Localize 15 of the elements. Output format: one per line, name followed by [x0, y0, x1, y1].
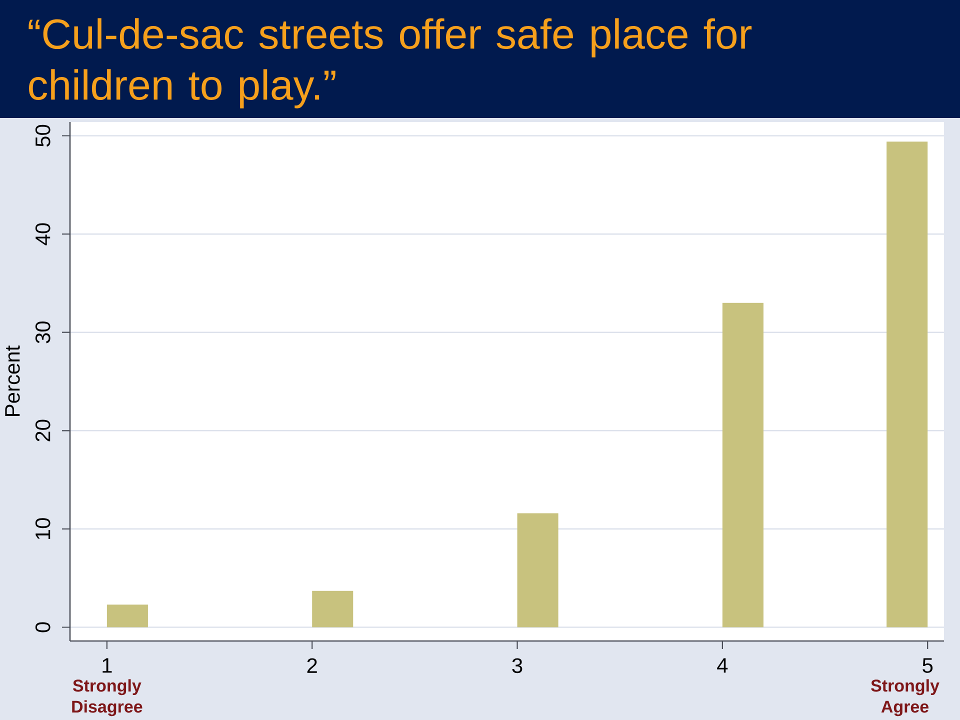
x-tick-label: 1	[102, 658, 112, 673]
x-tick-label: 3	[512, 658, 522, 674]
x-tick-label: 2	[307, 658, 317, 673]
y-tick-label: 0	[35, 622, 50, 632]
y-tick-label: 30	[35, 321, 50, 344]
text: Strongly Agree	[871, 679, 940, 716]
y-axis-title: Percent	[5, 345, 20, 416]
chart-title: “Cul-de-sac streets offer safe place for children to play.”	[28, 18, 752, 108]
text: Strongly Disagree	[72, 679, 142, 716]
x-tick-label: 5	[922, 658, 933, 673]
y-tick-label: 10	[35, 518, 50, 540]
y-tick-label: 20	[35, 420, 50, 442]
y-tick-label: 40	[35, 223, 50, 246]
x-tick-label: 4	[717, 658, 728, 673]
y-tick-label: 50	[35, 124, 50, 147]
